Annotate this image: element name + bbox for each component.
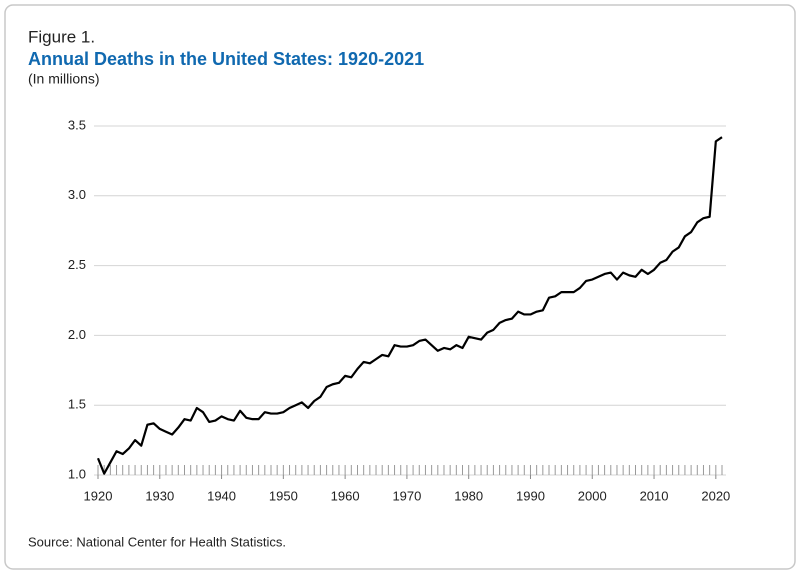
x-tick-label: 1950 xyxy=(269,488,298,503)
x-tick-label: 1930 xyxy=(145,488,174,503)
x-tick-label: 1940 xyxy=(207,488,236,503)
y-tick-label: 1.0 xyxy=(68,466,86,481)
data-line xyxy=(96,136,723,475)
y-tick-label: 2.5 xyxy=(68,257,86,272)
y-tick-label: 1.5 xyxy=(68,397,86,412)
source-note: Source: National Center for Health Stati… xyxy=(28,534,286,549)
x-tick-label: 2010 xyxy=(640,488,669,503)
chart-subtitle: (In millions) xyxy=(28,71,100,87)
chart-title: Annual Deaths in the United States: 1920… xyxy=(28,49,424,69)
x-tick-label: 1970 xyxy=(392,488,421,503)
y-tick-label: 2.0 xyxy=(68,327,86,342)
figure-label: Figure 1. xyxy=(28,27,95,46)
x-tick-label: 2020 xyxy=(701,488,730,503)
x-tick-label: 1920 xyxy=(84,488,113,503)
y-tick-label: 3.5 xyxy=(68,117,86,132)
x-tick-label: 1980 xyxy=(454,488,483,503)
y-tick-label: 3.0 xyxy=(68,187,86,202)
x-tick-label: 1990 xyxy=(516,488,545,503)
x-tick-label: 1960 xyxy=(331,488,360,503)
frame xyxy=(4,4,796,570)
x-tick-label: 2000 xyxy=(578,488,607,503)
